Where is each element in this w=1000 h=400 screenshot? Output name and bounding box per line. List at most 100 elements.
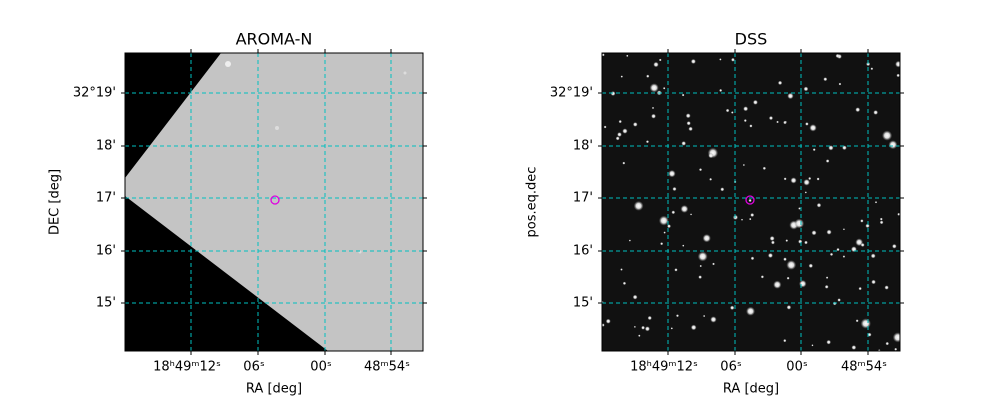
star xyxy=(698,275,702,279)
star xyxy=(651,106,655,110)
panel-title: DSS xyxy=(735,30,768,49)
star xyxy=(836,247,840,252)
target-marker xyxy=(745,195,755,205)
star xyxy=(742,163,745,167)
star xyxy=(731,111,734,114)
star xyxy=(675,314,679,318)
star xyxy=(828,145,834,151)
star xyxy=(225,61,231,67)
star xyxy=(686,121,691,126)
star xyxy=(777,80,783,86)
star xyxy=(615,136,620,141)
star xyxy=(825,276,829,279)
y-tick-label: 15' xyxy=(96,296,116,311)
star xyxy=(667,224,671,229)
star xyxy=(873,110,879,115)
star xyxy=(641,325,646,330)
star xyxy=(685,113,691,119)
star xyxy=(668,169,676,178)
star xyxy=(866,61,871,67)
star xyxy=(729,305,735,310)
star xyxy=(892,332,900,343)
image-coverage xyxy=(125,53,423,351)
star xyxy=(879,220,884,225)
star xyxy=(790,177,797,184)
star xyxy=(649,83,659,93)
star xyxy=(653,61,659,68)
star xyxy=(786,305,792,310)
star xyxy=(632,122,638,127)
star xyxy=(762,166,767,171)
star xyxy=(874,201,878,204)
star xyxy=(860,219,864,223)
star xyxy=(731,57,735,62)
star xyxy=(622,128,628,134)
star xyxy=(768,115,774,121)
star xyxy=(799,279,807,288)
star xyxy=(620,75,623,78)
star xyxy=(829,252,834,257)
star xyxy=(275,126,279,130)
star xyxy=(644,326,650,332)
star xyxy=(767,252,774,259)
star xyxy=(749,217,752,221)
star xyxy=(803,86,809,92)
x-axis-label: RA [deg] xyxy=(723,382,779,397)
star xyxy=(804,191,807,194)
star xyxy=(783,339,787,343)
star xyxy=(645,140,649,144)
star xyxy=(681,141,687,146)
star xyxy=(749,124,753,128)
star xyxy=(750,212,755,218)
star xyxy=(743,119,747,123)
star xyxy=(798,207,801,210)
star xyxy=(602,53,605,57)
axes-frame xyxy=(124,52,424,352)
x-axis-label: RA [deg] xyxy=(246,382,302,397)
star xyxy=(690,58,696,64)
star xyxy=(626,54,629,58)
star xyxy=(842,255,846,258)
star xyxy=(888,140,898,150)
star xyxy=(670,327,673,330)
star xyxy=(773,280,782,289)
y-tick-label: 18' xyxy=(96,139,116,154)
star xyxy=(879,217,883,221)
star xyxy=(628,239,631,242)
star xyxy=(855,319,859,323)
star xyxy=(770,240,775,245)
star xyxy=(633,325,636,328)
y-tick-label: 18' xyxy=(573,139,593,154)
star xyxy=(811,230,817,236)
star xyxy=(826,229,832,235)
x-tick-label: 00ˢ xyxy=(786,360,808,375)
star xyxy=(865,223,870,228)
star xyxy=(855,107,861,113)
star xyxy=(867,332,872,337)
star xyxy=(660,242,664,246)
star xyxy=(805,122,809,126)
star xyxy=(697,251,708,262)
star xyxy=(858,286,862,291)
star xyxy=(663,231,666,234)
star xyxy=(894,347,898,351)
star xyxy=(620,268,623,271)
star xyxy=(674,268,678,272)
star xyxy=(703,314,706,318)
star xyxy=(816,202,822,208)
star xyxy=(702,234,711,243)
star xyxy=(682,244,685,247)
star xyxy=(603,125,607,129)
star xyxy=(748,198,752,203)
x-tick-label: 48ᵐ54ˢ xyxy=(364,360,410,375)
star xyxy=(658,58,662,62)
star xyxy=(824,284,829,289)
star xyxy=(672,186,677,192)
star xyxy=(825,159,830,163)
star xyxy=(690,213,693,216)
x-tick-label: 00ˢ xyxy=(310,360,332,375)
star xyxy=(896,73,900,78)
star xyxy=(860,242,865,247)
star xyxy=(709,177,713,181)
